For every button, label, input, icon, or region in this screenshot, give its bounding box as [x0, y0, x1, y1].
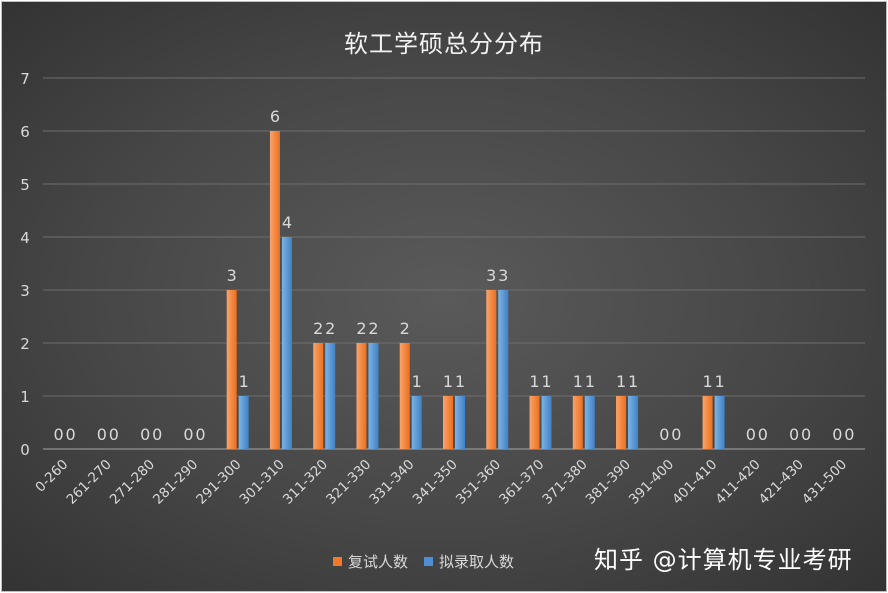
bar — [584, 396, 595, 449]
data-label: 0 — [789, 425, 799, 444]
bar — [226, 290, 237, 449]
x-tick-label: 271-280 — [107, 457, 158, 508]
x-tick-label: 301-310 — [237, 457, 288, 508]
bar — [356, 343, 367, 449]
data-label: 0 — [746, 425, 756, 444]
bar — [498, 290, 509, 449]
chart-title: 软工学硕总分分布 — [344, 30, 544, 58]
data-label: 2 — [368, 319, 378, 338]
data-label: 0 — [801, 425, 811, 444]
data-label: 0 — [758, 425, 768, 444]
data-label: 0 — [183, 425, 193, 444]
bar — [572, 396, 583, 449]
data-label: 1 — [455, 372, 465, 391]
bar — [313, 343, 324, 449]
x-tick-label: 261-270 — [64, 457, 115, 508]
bar — [325, 343, 336, 449]
y-tick-label: 0 — [20, 441, 30, 459]
x-tick-label: 341-350 — [410, 457, 461, 508]
data-label: 2 — [313, 319, 323, 338]
x-tick-label: 401-410 — [669, 457, 720, 508]
watermark: 知乎 @计算机专业考研 — [594, 546, 853, 574]
data-label: 0 — [844, 425, 854, 444]
legend-swatch-series-1 — [333, 557, 342, 566]
bar — [455, 396, 465, 449]
bar — [281, 237, 292, 449]
data-label: 2 — [325, 319, 335, 338]
bar — [541, 396, 552, 449]
data-label: 0 — [832, 425, 842, 444]
bar — [238, 396, 249, 449]
x-tick-label: 421-430 — [756, 457, 807, 508]
data-label: 1 — [412, 372, 422, 391]
data-label: 0 — [109, 425, 119, 444]
data-label: 1 — [628, 372, 638, 391]
data-label: 0 — [66, 425, 76, 444]
legend-item-series-2: 拟录取人数 — [424, 551, 514, 572]
bar — [616, 396, 627, 449]
data-label: 2 — [356, 319, 366, 338]
bar — [529, 396, 540, 449]
y-tick-label: 1 — [20, 388, 30, 406]
x-tick-label: 411-420 — [712, 457, 763, 508]
data-label: 0 — [152, 425, 162, 444]
data-label: 0 — [659, 425, 669, 444]
bar — [368, 343, 379, 449]
data-label: 1 — [714, 372, 724, 391]
x-tick-label: 291-300 — [193, 457, 244, 508]
bar — [269, 131, 280, 449]
bar — [628, 396, 639, 449]
legend-label-series-1: 复试人数 — [348, 553, 409, 571]
x-tick-label: 331-340 — [366, 457, 417, 508]
x-tick-label: 321-330 — [323, 457, 374, 508]
y-tick-label: 5 — [20, 176, 30, 194]
y-tick-label: 6 — [20, 123, 30, 141]
y-tick-label: 3 — [20, 282, 30, 300]
data-label: 3 — [498, 266, 508, 285]
x-tick-label: 351-360 — [453, 457, 504, 508]
data-label: 1 — [529, 372, 539, 391]
data-label: 0 — [671, 425, 681, 444]
legend: 复试人数 拟录取人数 — [333, 551, 530, 572]
bar — [443, 396, 453, 449]
x-tick-label: 311-320 — [280, 457, 331, 508]
bar — [399, 343, 410, 449]
bar — [486, 290, 497, 449]
data-label: 1 — [573, 372, 583, 391]
x-tick-label: 361-370 — [496, 457, 547, 508]
data-label: 2 — [400, 319, 410, 338]
x-tick-label: 391-400 — [626, 457, 677, 508]
y-tick-label: 7 — [20, 70, 30, 88]
legend-label-series-2: 拟录取人数 — [439, 553, 515, 571]
data-label: 3 — [227, 266, 237, 285]
bar — [702, 396, 713, 449]
data-label: 6 — [270, 107, 280, 126]
data-label: 3 — [486, 266, 496, 285]
legend-swatch-series-2 — [424, 557, 434, 566]
x-tick-label: 281-290 — [150, 457, 201, 508]
bar — [714, 396, 725, 449]
data-label: 4 — [282, 213, 292, 232]
data-label: 1 — [616, 372, 626, 391]
data-label: 0 — [195, 425, 205, 444]
x-tick-label: 431-500 — [799, 457, 850, 508]
data-label: 1 — [541, 372, 551, 391]
bar — [411, 396, 422, 449]
legend-item-series-1: 复试人数 — [333, 551, 408, 572]
data-label: 1 — [239, 372, 249, 391]
data-label: 0 — [97, 425, 107, 444]
data-label: 1 — [702, 372, 712, 391]
data-label: 1 — [443, 372, 453, 391]
data-label: 1 — [585, 372, 595, 391]
x-tick-label: 0-260 — [32, 457, 71, 496]
y-tick-label: 2 — [20, 335, 30, 353]
data-label: 0 — [140, 425, 150, 444]
x-tick-label: 371-380 — [539, 457, 590, 508]
y-tick-label: 4 — [20, 229, 30, 247]
data-label: 0 — [54, 425, 64, 444]
x-tick-label: 381-390 — [583, 457, 634, 508]
